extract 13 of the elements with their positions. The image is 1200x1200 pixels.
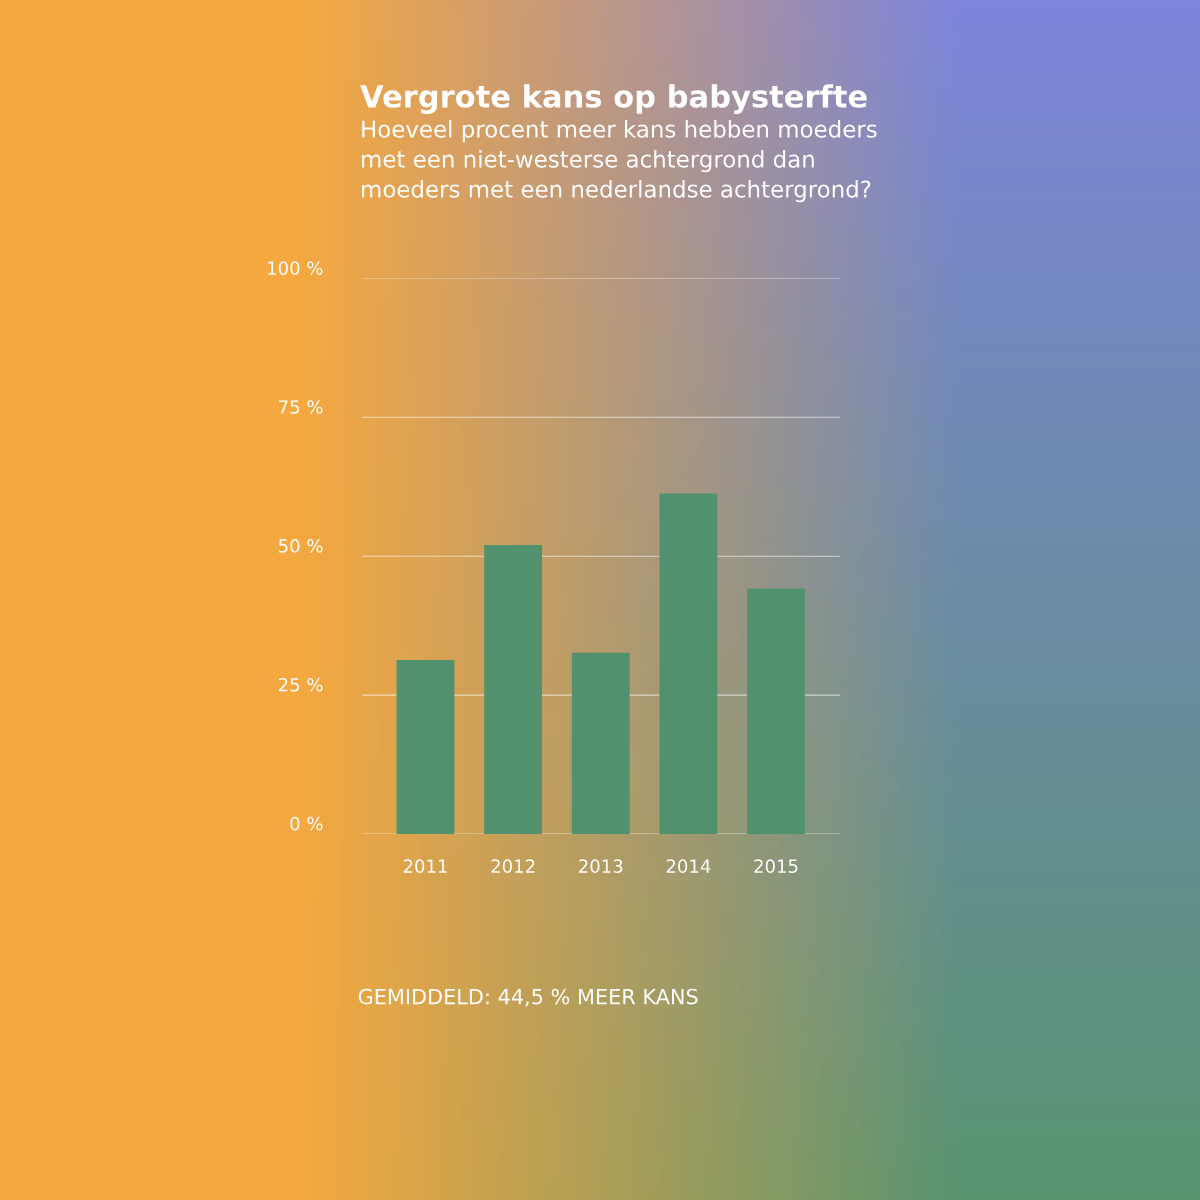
y-tick-label: 100 %: [268, 261, 323, 275]
chart-title: Vergrote kans op babysterfte: [360, 84, 867, 114]
text: GEMIDDELD: 44,5 % MEER KANS: [358, 988, 698, 1007]
y-tick-label: 0 %: [290, 816, 323, 831]
x-tick-label: 2011: [403, 859, 447, 873]
y-tick-label: 25 %: [278, 677, 323, 692]
y-tick-label: 75 %: [279, 400, 323, 414]
x-tick-label: 2012: [491, 859, 535, 873]
chart-subtitle: Hoeveel procent meer kans hebben moeders met een niet-westerse achtergrond dan moeders met een nederlandse achtergrond?: [362, 120, 877, 203]
y-tick-label: 50 %: [279, 539, 323, 553]
x-tick-label: 2013: [579, 859, 623, 873]
x-tick-label: 2014: [666, 859, 711, 873]
x-tick-label: 2015: [754, 859, 798, 873]
